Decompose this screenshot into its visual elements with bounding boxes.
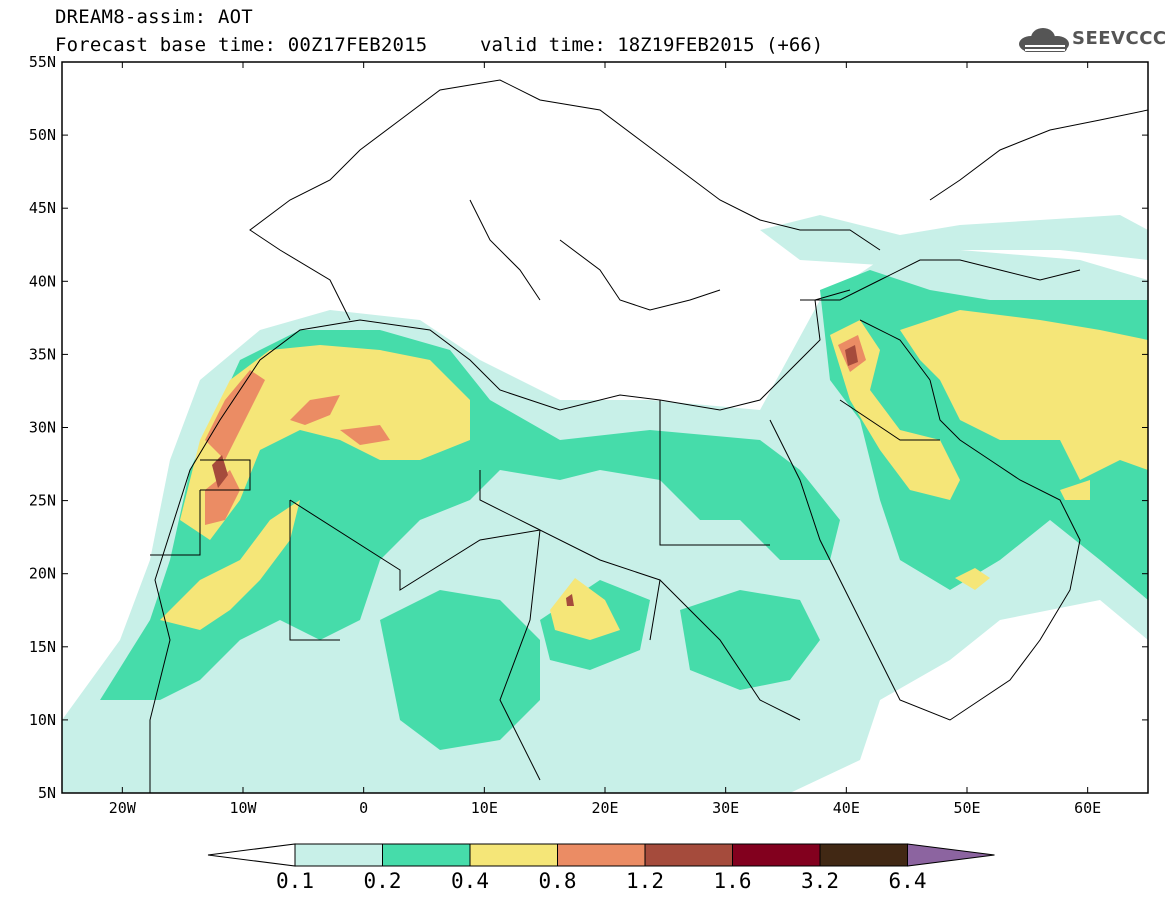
coastlines (149, 79, 1148, 793)
logo-text: SEEVCCC (1072, 28, 1165, 49)
lat-tick-label: 30N (29, 419, 56, 437)
valid-time: valid time: 18Z19FEB2015 (+66) (480, 34, 824, 56)
lat-tick-label: 25N (29, 492, 56, 510)
colorbar-swatch (382, 843, 471, 867)
lon-tick-label: 50E (953, 799, 980, 817)
colorbar-label: 0.8 (539, 869, 577, 893)
lat-tick-label: 40N (29, 272, 56, 290)
cloud-icon (1019, 28, 1069, 52)
lon-tick-label: 10W (229, 799, 257, 817)
lat-tick-label: 50N (29, 126, 56, 144)
lat-tick-label: 15N (29, 638, 56, 656)
lon-tick-label: 20W (109, 799, 137, 817)
colorbar-label: 3.2 (801, 869, 839, 893)
map-title: DREAM8-assim: AOT (55, 6, 253, 28)
country-borders (150, 319, 940, 781)
longitude-axis: 20W 10W 0 10E 20E 30E 40E 50E 60E (109, 62, 1101, 817)
colorbar-label: 6.4 (889, 869, 927, 893)
lon-tick-label: 10E (471, 799, 498, 817)
colorbar-swatch (644, 843, 733, 867)
colorbar-label: 0.4 (451, 869, 489, 893)
colorbar: 0.1 0.2 0.4 0.8 1.2 1.6 3.2 6.4 (207, 843, 995, 893)
colorbar-label: 0.1 (276, 869, 314, 893)
colorbar-label: 1.6 (714, 869, 752, 893)
lon-tick-label: 0 (359, 799, 368, 817)
aot-band-1.2 (212, 345, 858, 606)
colorbar-label: 0.2 (364, 869, 402, 893)
lon-tick-label: 40E (833, 799, 860, 817)
latitude-axis: 55N 50N 45N 40N 35N 30N 25N 20N 15N 10N 5N (29, 53, 1148, 802)
lat-tick-label: 10N (29, 711, 56, 729)
colorbar-swatch (732, 843, 821, 867)
lat-tick-label: 55N (29, 53, 56, 71)
aot-field (62, 215, 1148, 793)
lat-tick-label: 20N (29, 565, 56, 583)
colorbar-label: 1.2 (626, 869, 664, 893)
lon-tick-label: 30E (712, 799, 739, 817)
lat-tick-label: 45N (29, 199, 56, 217)
colorbar-swatch (557, 843, 646, 867)
forecast-base-time: Forecast base time: 00Z17FEB2015 (55, 34, 428, 56)
colorbar-high-extend (907, 843, 995, 867)
colorbar-swatch (819, 843, 908, 867)
lat-tick-label: 5N (38, 784, 56, 802)
lat-tick-label: 35N (29, 345, 56, 363)
colorbar-low-extend (207, 843, 296, 867)
lon-tick-label: 20E (591, 799, 618, 817)
lon-tick-label: 60E (1074, 799, 1101, 817)
colorbar-swatch (469, 843, 558, 867)
colorbar-swatch (294, 843, 383, 867)
